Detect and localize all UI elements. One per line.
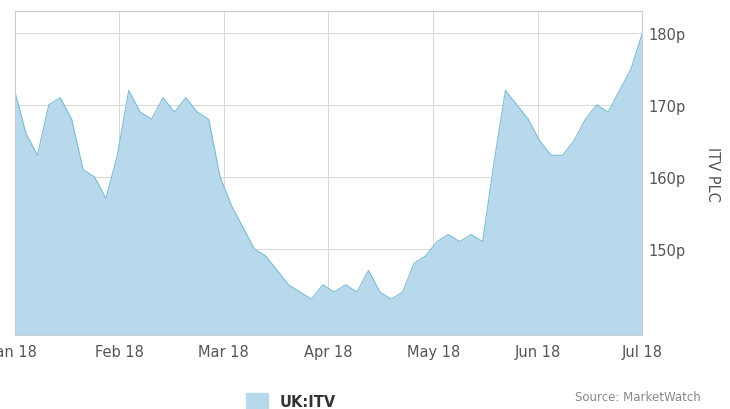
Legend: UK:ITV: UK:ITV xyxy=(246,393,336,409)
Y-axis label: ITV PLC: ITV PLC xyxy=(704,146,720,201)
Text: Source: MarketWatch: Source: MarketWatch xyxy=(575,390,701,403)
